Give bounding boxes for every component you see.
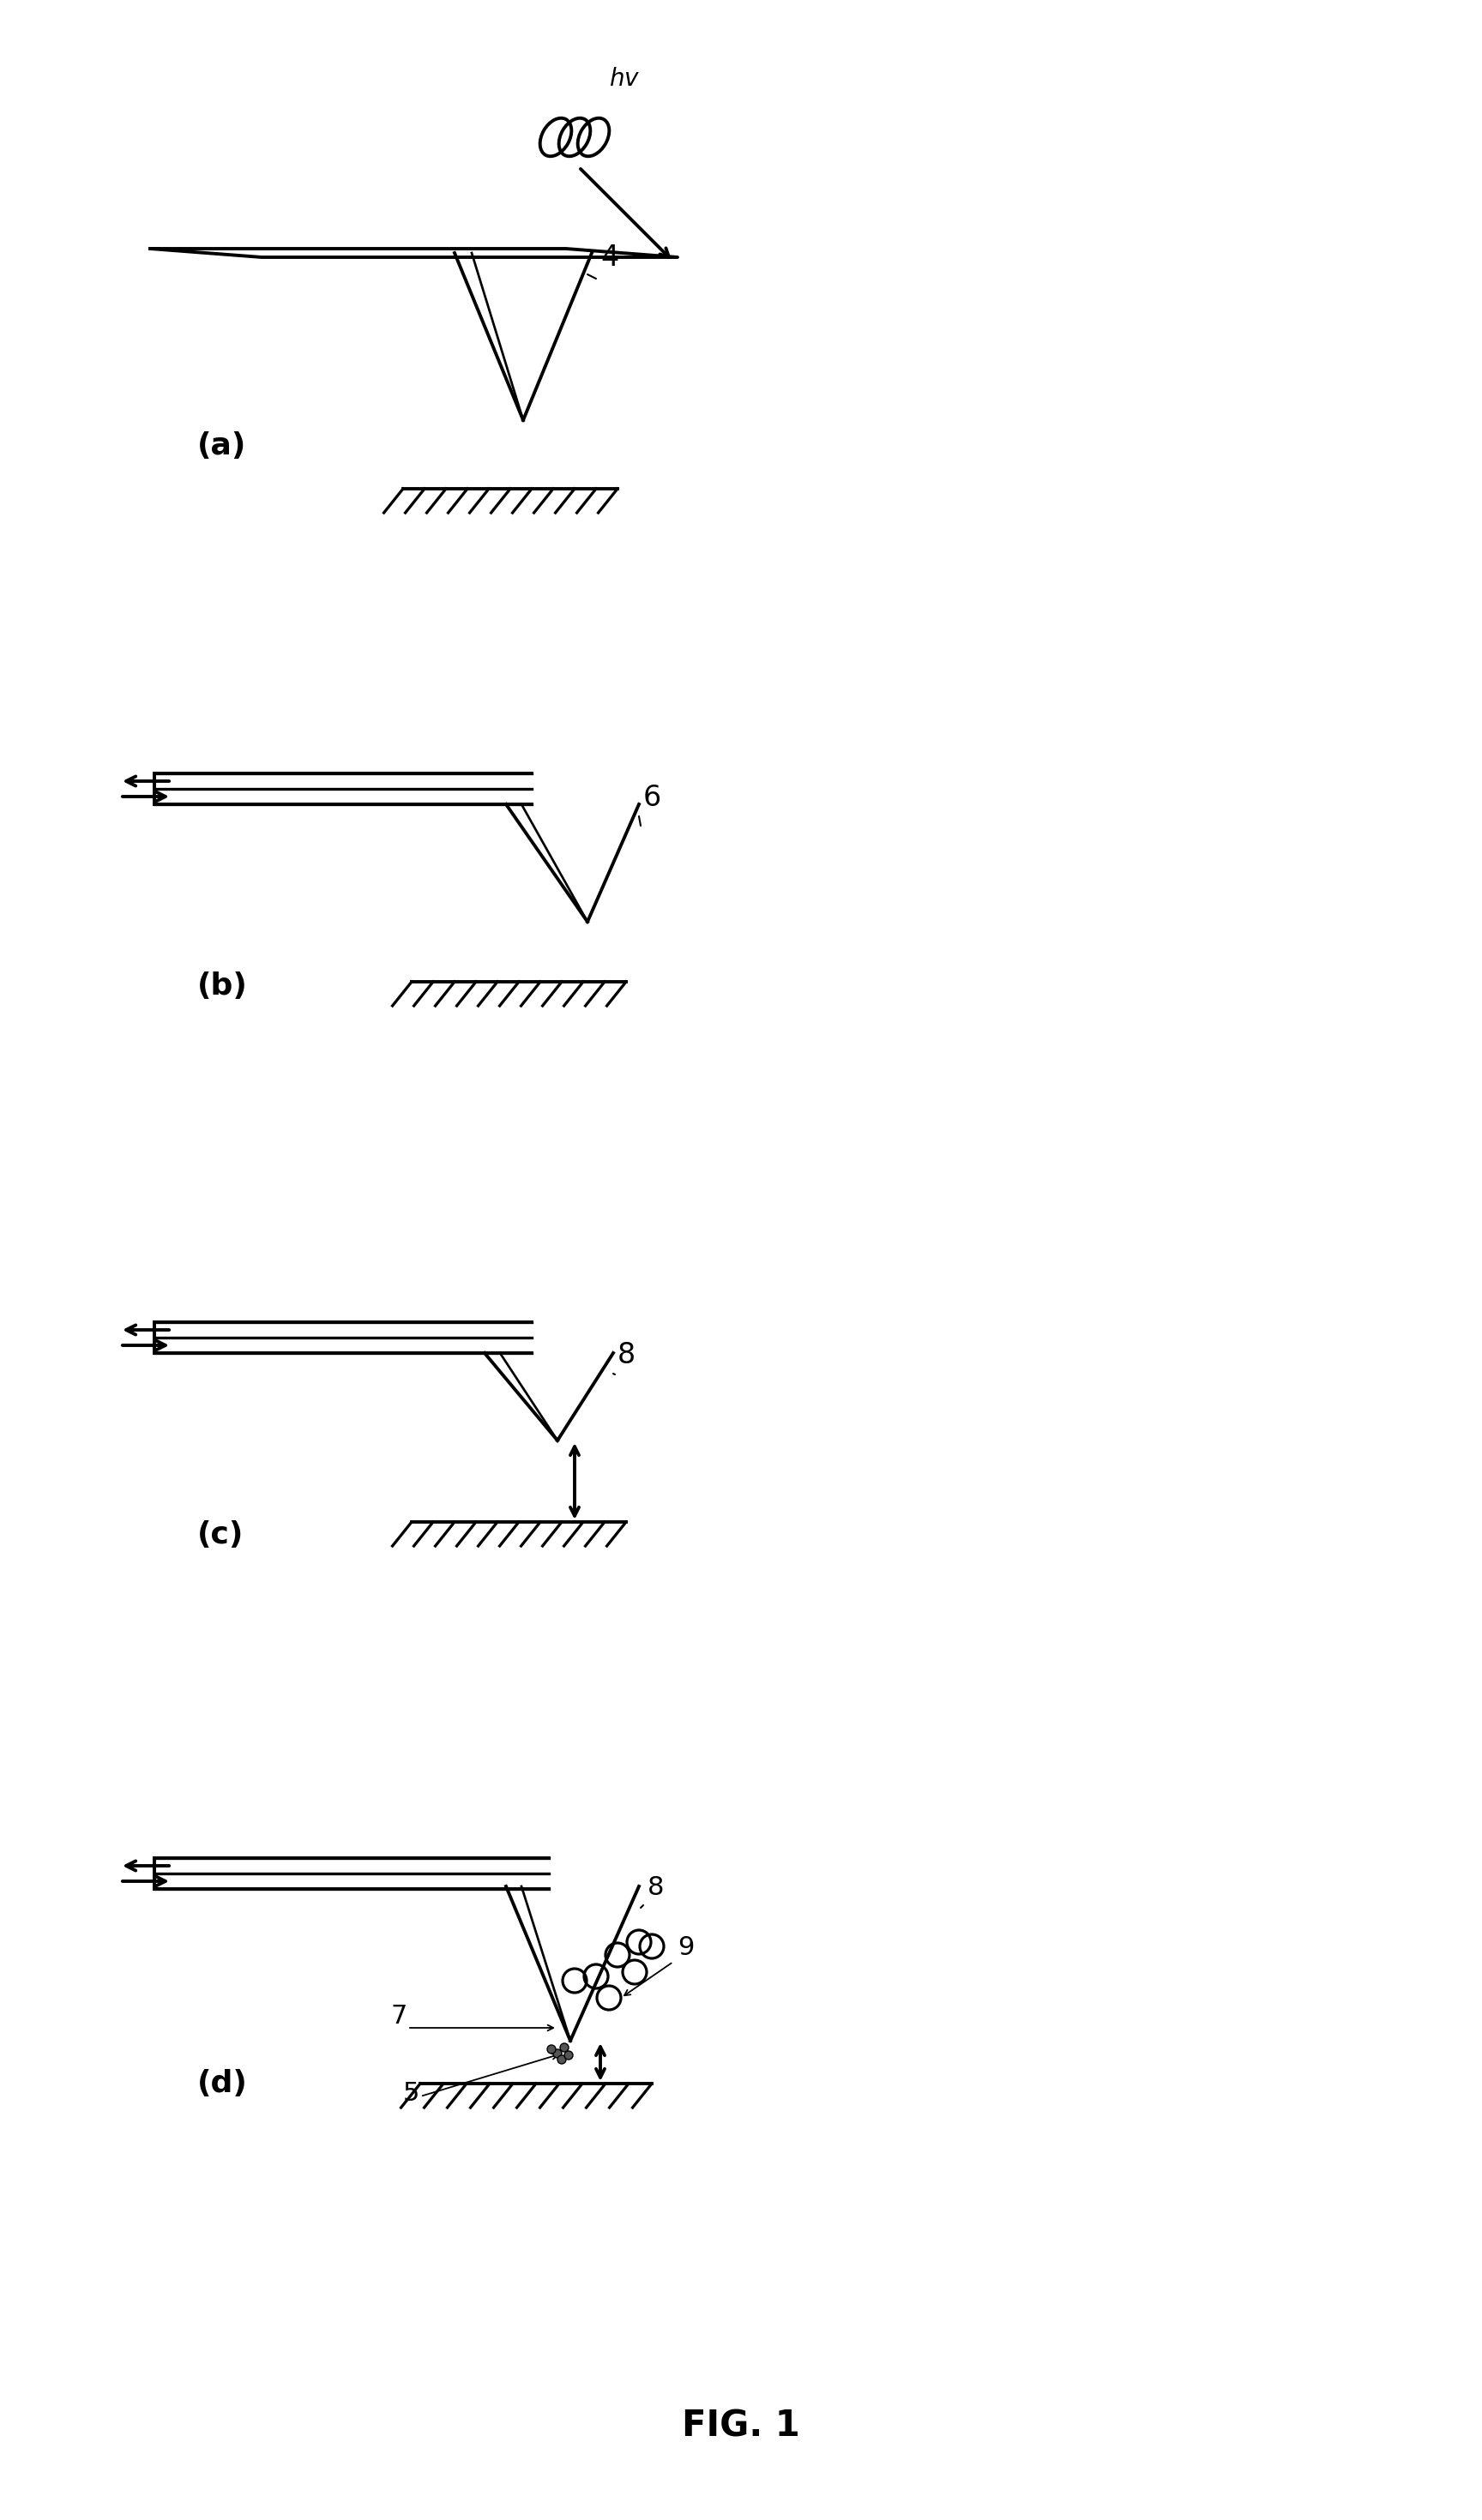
Text: FIG. 1: FIG. 1: [682, 2409, 800, 2444]
Text: 7: 7: [390, 2003, 408, 2029]
Text: 4: 4: [600, 244, 618, 272]
Polygon shape: [150, 249, 677, 257]
Text: 9: 9: [677, 1935, 694, 1961]
Circle shape: [557, 2056, 566, 2064]
Text: (b): (b): [197, 973, 247, 1000]
Circle shape: [560, 2044, 569, 2051]
Text: 6: 6: [643, 784, 661, 811]
Circle shape: [565, 2051, 574, 2059]
Text: (c): (c): [197, 1520, 245, 1550]
Text: (d): (d): [197, 2069, 247, 2099]
Text: (a): (a): [197, 431, 246, 461]
Circle shape: [547, 2046, 556, 2054]
Text: 5: 5: [403, 2082, 419, 2107]
Text: $hv$: $hv$: [609, 68, 640, 91]
Circle shape: [553, 2049, 562, 2059]
Text: 8: 8: [618, 1341, 636, 1368]
Text: 8: 8: [648, 1875, 664, 1900]
